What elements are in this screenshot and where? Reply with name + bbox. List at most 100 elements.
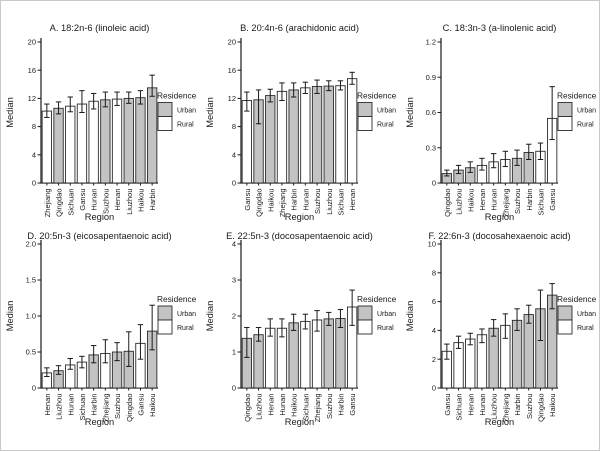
bar-haikou	[288, 322, 299, 389]
legend-label-urban: Urban	[377, 311, 396, 318]
legend-label-urban: Urban	[177, 108, 196, 115]
x-tick-label: Henan	[348, 189, 357, 211]
x-tick-label: Harbin	[525, 189, 534, 211]
x-tick-label: Henan	[266, 394, 275, 416]
y-tick-label: 3	[232, 276, 236, 285]
bar-liuzhou	[123, 97, 134, 184]
x-tick-label: Gansu	[136, 394, 145, 416]
bar-zhejiang	[41, 110, 53, 184]
legend-label-rural: Rural	[577, 325, 594, 332]
y-axis-label: Median	[405, 301, 415, 332]
x-tick-label: Liuzhou	[325, 189, 334, 215]
y-tick-label: 0.6	[426, 108, 436, 117]
x-tick-label: Qingdao	[536, 394, 545, 422]
y-tick-label: 12	[228, 94, 236, 103]
x-tick-label: Harbin	[513, 394, 522, 416]
x-tick-label: Qingdao	[55, 189, 64, 217]
y-tick-label: 4	[432, 326, 436, 335]
x-tick-label: Qingdao	[255, 189, 264, 217]
bar-liuzhou	[323, 85, 334, 184]
panel-title: D. 20:5n-3 (eicosapentaenoic acid)	[27, 231, 171, 241]
x-tick-label: Zhejiang	[43, 189, 52, 218]
panel-title: A. 18:2n-6 (linoleic acid)	[50, 23, 150, 33]
x-tick-label: Gansu	[548, 189, 557, 211]
y-axis-label: Median	[205, 97, 215, 128]
x-tick-label: Suzhou	[325, 394, 334, 419]
bar-haikou	[135, 97, 146, 184]
bar-henan	[465, 338, 476, 389]
legend-swatch-urban	[357, 102, 373, 117]
x-axis-label: Region	[285, 212, 314, 222]
panel-a: A. 18:2n-6 (linoleic acid) 0 4 8 12 16 20 Zheji…	[1, 1, 201, 226]
y-tick-label: 0	[32, 384, 36, 393]
x-tick-label: Hunan	[490, 189, 499, 211]
legend-swatch-urban	[357, 305, 373, 321]
y-tick-label: 0	[232, 179, 236, 188]
y-tick-label: 0	[232, 384, 236, 393]
bar-sichuan	[65, 105, 76, 184]
chart-d: D. 20:5n-3 (eicosapentaenoic acid) 0 0.5 1.…	[5, 231, 197, 427]
x-tick-label: Haikou	[266, 189, 275, 212]
y-tick-label: 12	[28, 94, 36, 103]
y-tick-label: 4	[232, 240, 236, 249]
bar-henan	[346, 78, 358, 184]
chart-b: B. 20:4n-6 (arachidonic acid) 0 4 8 12 16 20 Ga…	[205, 23, 397, 222]
y-tick-label: 8	[432, 268, 436, 277]
panel-b: B. 20:4n-6 (arachidonic acid) 0 4 8 12 16 20 Ga…	[201, 1, 401, 226]
x-tick-label: Henan	[113, 189, 122, 211]
bar-hunan	[88, 100, 99, 184]
x-tick-label: Haikou	[136, 189, 145, 212]
legend-swatch-urban	[557, 102, 573, 117]
legend-label-urban: Urban	[377, 108, 396, 115]
x-tick-label: Zhejiang	[501, 189, 510, 218]
x-tick-label: Harbin	[90, 394, 99, 416]
legend-swatch-rural	[157, 319, 173, 335]
x-tick-label: Haikou	[148, 394, 157, 417]
y-tick-label: 6	[432, 297, 436, 306]
y-tick-label: 0.9	[426, 73, 436, 82]
bar-liuzhou	[488, 327, 499, 389]
legend-title: Residence	[357, 91, 397, 101]
y-tick-label: 10	[428, 240, 436, 249]
x-tick-label: Liuzhou	[455, 189, 464, 215]
x-tick-label: Suzhou	[513, 189, 522, 214]
x-tick-label: Haikou	[466, 189, 475, 212]
legend-swatch-rural	[157, 116, 173, 131]
bar-henan	[111, 98, 123, 184]
y-tick-label: 1	[232, 348, 236, 357]
panel-e: E. 22:5n-3 (docosapentaenoic acid) 0 1 2 3 4 Q…	[201, 226, 401, 450]
y-axis-label: Median	[5, 301, 15, 332]
bar-suzhou	[523, 314, 534, 389]
x-tick-label: Zhejiang	[313, 394, 322, 423]
legend-swatch-urban	[157, 102, 173, 117]
x-axis-label: Region	[485, 417, 514, 427]
legend-swatch-urban	[557, 305, 573, 321]
x-axis-label: Region	[85, 212, 114, 222]
legend-label-rural: Rural	[377, 122, 394, 129]
y-tick-label: 16	[228, 66, 236, 75]
bar-suzhou	[323, 318, 334, 389]
legend-swatch-rural	[357, 116, 373, 131]
legend-swatch-urban	[157, 305, 173, 321]
bar-gansu	[76, 103, 88, 184]
y-tick-label: 1.0	[26, 312, 36, 321]
y-tick-label: 0.5	[26, 348, 36, 357]
y-axis-label: Median	[405, 97, 415, 128]
x-tick-label: Gansu	[243, 189, 252, 211]
x-tick-label: Harbin	[148, 189, 157, 211]
x-tick-label: Hunan	[278, 394, 287, 416]
x-tick-label: Suzhou	[101, 189, 110, 214]
bar-zhejiang	[276, 90, 288, 184]
x-tick-label: Suzhou	[525, 394, 534, 419]
y-tick-label: 0.3	[426, 143, 436, 152]
x-tick-label: Sichuan	[78, 394, 87, 421]
bar-harbin	[288, 89, 299, 184]
x-tick-label: Henan	[466, 394, 475, 416]
bar-sichuan	[300, 320, 311, 389]
x-tick-label: Sichuan	[455, 394, 464, 421]
panel-title: F. 22:6n-3 (docosahexaenoic acid)	[428, 231, 570, 241]
x-tick-label: Sichuan	[336, 189, 345, 216]
x-tick-label: Harbin	[290, 189, 299, 211]
x-tick-label: Gansu	[348, 394, 357, 416]
panel-title: B. 20:4n-6 (arachidonic acid)	[240, 23, 359, 33]
